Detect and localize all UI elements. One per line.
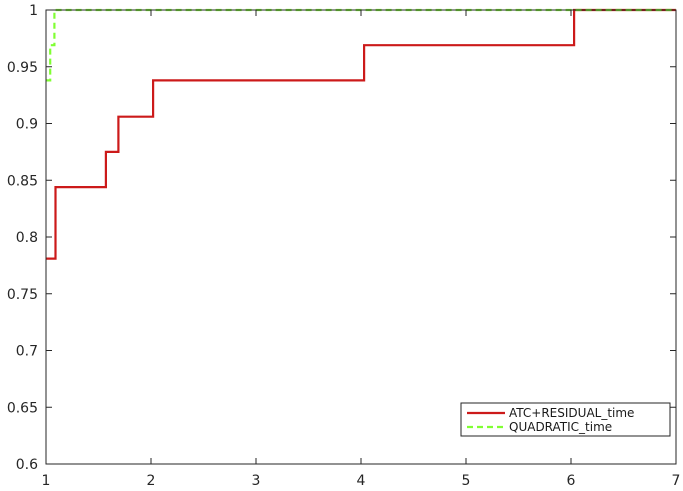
- tick-layer: 1 2 3 4 5 6 7 0.6 0.65 0.7 0.75 0.8 0.85 0.9 0.95 1: [7, 3, 681, 489]
- x-tick-label: 6: [567, 473, 576, 489]
- x-tick-label: 2: [147, 473, 156, 489]
- legend-box: [460, 402, 671, 437]
- y-tick-label: 0.9: [16, 117, 38, 133]
- legend-label-0: ATC+RESIDUAL_time: [509, 406, 634, 420]
- series-line-0: [46, 8, 676, 260]
- y-tick-label: 0.65: [7, 400, 38, 416]
- y-tick-label: 0.85: [7, 173, 38, 189]
- x-tick-label: 3: [252, 473, 261, 489]
- legend-label-1: QUADRATIC_time: [509, 420, 612, 434]
- y-tick-label: 0.6: [16, 457, 38, 473]
- y-tick-label: 0.8: [16, 230, 38, 246]
- y-tick-label: 1: [29, 3, 38, 19]
- x-tick-label: 5: [462, 473, 471, 489]
- x-tick-label: 1: [42, 473, 51, 489]
- x-tick-label: 4: [357, 473, 366, 489]
- y-tick-label: 0.7: [16, 344, 38, 360]
- y-tick-label: 0.95: [7, 60, 38, 76]
- x-tick-label: 7: [672, 473, 681, 489]
- y-tick-label: 0.75: [7, 287, 38, 303]
